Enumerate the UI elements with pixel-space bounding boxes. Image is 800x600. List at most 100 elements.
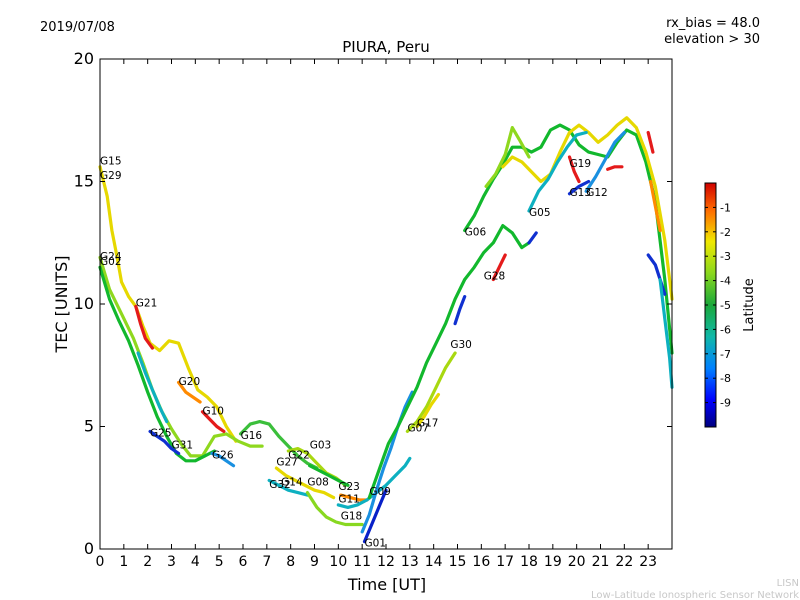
x-tick-label: 5 [215,554,224,570]
tec-track-27 [567,179,591,196]
y-axis-label: TEC [UNITS] [52,256,71,354]
chart-title: PIURA, Peru [342,38,429,56]
x-tick-label: 16 [472,554,490,570]
x-tick-label: 2 [143,554,152,570]
x-tick-label: 8 [286,554,295,570]
tec-track-24 [484,126,531,188]
tec-track-0 [98,165,238,443]
y-tick-label: 15 [74,172,94,191]
tec-track-30 [646,130,655,154]
tec-track-19 [367,224,531,500]
satellite-label: G29 [100,170,122,182]
satellite-label: G17 [417,418,439,430]
x-tick-label: 9 [310,554,319,570]
x-tick-label: 3 [167,554,176,570]
x-tick-label: 18 [520,554,538,570]
colorbar-tick-label: -5 [720,299,731,312]
tec-track-18 [360,390,414,534]
tec-track-33 [658,277,674,389]
satellite-label: G03 [310,440,332,452]
plot-area [98,116,674,544]
tec-track-34 [527,231,538,245]
colorbar-tick-label: -7 [720,348,731,361]
satellite-label: G28 [484,271,506,283]
x-tick-label: 12 [377,554,395,570]
tec-track-14 [305,491,364,527]
satellite-label: G18 [341,511,363,523]
colorbar-tick-label: -2 [720,226,731,239]
colorbar-tick-label: -9 [720,397,731,410]
footer-lisn: LISN [777,578,799,589]
satellite-label: G06 [465,226,487,238]
x-axis-label: Time [UT] [347,575,426,594]
satellite-label: G16 [241,430,263,442]
tec-track-6 [200,410,226,433]
y-tick-label: 0 [84,539,94,558]
rx-bias-label: rx_bias = 48.0 [666,16,760,31]
tec-track-35 [453,295,467,326]
y-tick-label: 20 [74,49,94,68]
satellite-label: G23 [338,481,360,493]
satellite-label: G15 [100,155,122,167]
satellite-label: G22 [288,449,310,461]
axes: 0 1 2 3 4 5 6 7 8 9 10 11 12 13 14 15 16 17 18 19 20 21 22 2305… [74,49,672,570]
date-label: 2019/07/08 [40,20,115,35]
satellite-label: G12 [586,187,608,199]
satellite-label: G31 [172,440,194,452]
x-tick-label: 21 [592,554,610,570]
tec-track-1 [98,255,264,458]
tec-track-5 [177,380,202,404]
x-tick-label: 19 [544,554,562,570]
colorbar-tick-label: -8 [720,372,731,385]
satellite-label: G05 [529,207,551,219]
x-tick-label: 1 [119,554,128,570]
tec-track-20 [405,351,457,433]
tec-track-9 [239,420,319,470]
tec-track-4 [134,304,154,350]
satellite-label: G24 [100,251,122,263]
tec-track-15 [339,493,369,502]
tec-track-8 [210,451,236,468]
satellite-label: G27 [276,457,298,469]
satellite-label: G25 [150,427,172,439]
tec-track-3 [136,351,169,424]
satellite-label: G21 [136,297,158,309]
x-tick-label: 7 [262,554,271,570]
tec-track-36 [491,253,507,282]
satellite-label: G30 [450,339,472,351]
satellite-label: G20 [179,376,201,388]
colorbar-tick-label: -6 [720,323,731,336]
tec-track-23 [501,116,674,301]
y-tick-label: 5 [84,417,94,436]
x-tick-label: 17 [496,554,514,570]
satellite-label: G26 [212,449,234,461]
x-tick-label: 13 [401,554,419,570]
tec-track-13 [267,478,309,497]
footer-network: Low-Latitude Ionospheric Sensor Network [591,590,799,600]
y-tick-label: 10 [74,294,94,313]
satellite-label: G11 [338,493,360,505]
satellite-label: G10 [202,405,224,417]
satellite-label: G02 [100,256,122,268]
x-tick-label: 4 [191,554,200,570]
satellite-label: G09 [369,486,391,498]
x-tick-label: 15 [449,554,467,570]
x-tick-label: 10 [329,554,347,570]
tec-track-7 [148,429,181,455]
tec-track-29 [606,165,624,171]
x-tick-label: 22 [615,554,633,570]
colorbar-label: Latitude [742,278,757,332]
x-tick-label: 20 [568,554,586,570]
satellite-label: G07 [407,422,429,434]
tec-track-21 [415,393,440,429]
satellite-label: G32 [269,479,291,491]
elevation-label: elevation > 30 [664,32,760,47]
x-tick-label: 11 [353,554,371,570]
tec-track-17 [362,488,388,544]
x-tick-label: 23 [639,554,657,570]
colorbar-tick-label: -1 [720,201,731,214]
satellite-label: G19 [570,158,592,170]
tec-track-28 [584,130,626,193]
tec-track-26 [567,155,581,184]
